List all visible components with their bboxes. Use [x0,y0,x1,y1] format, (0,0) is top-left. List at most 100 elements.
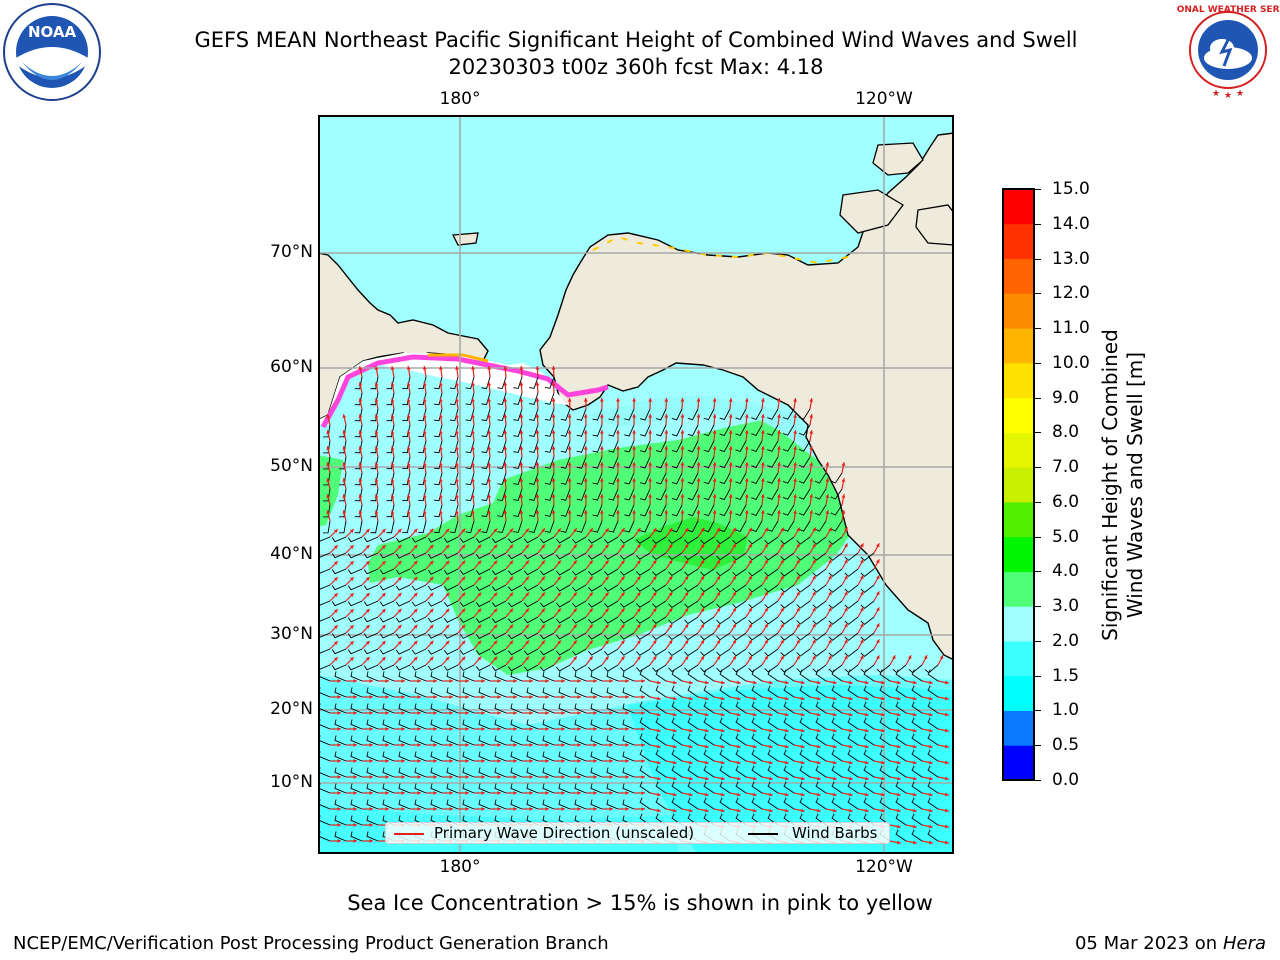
wave-arrow-head [616,398,620,402]
wave-arrow-head [557,608,561,613]
wave-arrow-head [461,576,466,581]
wind-barb [624,408,635,421]
footer-date-text: 05 Mar 2023 on [1074,933,1218,954]
wave-arrow-head [744,494,749,498]
wind-barb [732,664,747,673]
wind-barb [446,783,459,794]
wind-barb [556,632,571,640]
wave-arrow-head [609,775,613,779]
wind-barb [449,488,459,502]
wind-barb [507,600,523,608]
wind-barb [655,797,667,810]
wave-arrow-head [477,544,482,549]
wave-arrow-head [907,655,912,660]
wave-arrow-head [880,760,885,765]
wave-arrow-head [333,641,338,646]
wind-barb [796,664,811,673]
wave-arrow-head [832,680,837,685]
wind-barb [767,797,779,810]
wave-arrow-head [439,494,443,498]
wave-arrow-head [777,478,781,482]
colorbar-tick-label: 0.0 [1052,770,1080,790]
wave-arrow-head [728,414,733,418]
wind-barb [513,440,523,453]
wave-arrow-head [609,807,613,811]
wind-barb [414,783,427,794]
wave-arrow-head [793,478,797,482]
wind-barb [540,600,555,608]
wind-barb [624,488,635,501]
wind-barb [411,600,427,607]
wind-barb [748,536,763,545]
colorbar-tick-label: 1.0 [1052,700,1080,721]
wave-arrow-head [720,808,725,813]
wave-arrow-head [406,430,411,434]
wind-barb [433,440,443,454]
wind-barb [767,781,779,794]
wave-arrow-head [381,640,386,645]
wind-barb [687,488,699,501]
wave-arrow-head [764,639,768,644]
svg-text:★: ★ [1212,89,1220,99]
wind-barb [366,735,379,746]
wind-barb [751,456,763,468]
wind-barb [687,669,699,682]
wind-barb [735,488,747,501]
wind-barb [478,687,491,698]
wind-barb [540,584,555,592]
wind-barb [513,424,523,437]
wind-barb [767,440,779,452]
wind-barb [481,456,491,469]
colorbar [1002,188,1035,781]
wind-barb [572,632,587,640]
wind-barb [655,717,667,730]
wind-barb [478,767,491,778]
wind-barb [703,456,715,469]
footer-credit: NCEP/EMC/Verification Post Processing Pr… [13,933,609,954]
wind-barb [799,781,811,794]
wave-arrow-head [397,640,402,645]
wave-arrow-head [720,744,725,749]
wind-barb [604,616,619,624]
wave-arrow-head [439,382,443,386]
wind-barb [687,472,699,485]
wave-arrow-head [519,494,524,498]
wave-arrow-head [487,398,492,402]
wind-barb [513,392,523,405]
colorbar-tick-label: 10.0 [1052,352,1090,373]
wind-barb [323,440,331,454]
wave-arrow-head [529,775,533,779]
wave-arrow-head [477,560,482,565]
wind-barb [671,701,683,714]
wind-barb [831,797,843,810]
wave-arrow-head [700,623,705,628]
lat-tick-50n: 50°N [270,456,313,476]
wind-barb [732,616,747,625]
wind-barb [636,568,651,576]
wave-arrow-head [748,607,752,612]
wave-arrow-head [700,655,705,660]
wave-arrow-head [736,728,741,733]
wind-barb [414,751,427,762]
wind-barb [398,783,411,794]
wind-barb [542,719,555,730]
wave-arrow-head [369,711,373,715]
wave-arrow-head [616,446,620,450]
wind-barb [459,616,475,623]
wave-arrow-head [912,792,917,797]
wave-arrow-head [525,608,529,613]
wind-barb [798,408,811,420]
wind-barb [433,376,443,390]
wave-arrow-head [577,807,581,811]
wave-arrow-head [529,679,533,683]
wave-arrow-head [326,414,331,419]
wave-arrow-head [648,446,653,450]
wave-arrow-head [599,494,604,498]
wind-barb [863,797,875,810]
wind-barb [323,456,331,470]
wave-arrow-head [385,743,389,747]
wind-barb [703,488,715,501]
wave-arrow-head [509,592,514,597]
wave-arrow-head [471,478,476,482]
wave-arrow-head [401,727,405,731]
